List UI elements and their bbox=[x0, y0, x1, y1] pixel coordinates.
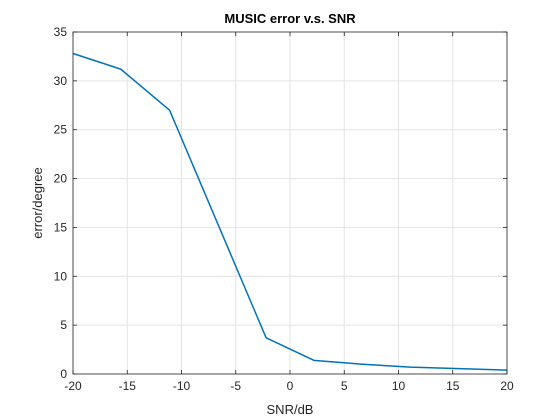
x-tick-label: -5 bbox=[230, 379, 241, 393]
x-tick-label: 15 bbox=[446, 379, 460, 393]
x-tick-label: 5 bbox=[341, 379, 348, 393]
y-tick-label: 5 bbox=[60, 318, 67, 332]
chart-title: MUSIC error v.s. SNR bbox=[224, 11, 356, 26]
y-tick-label: 25 bbox=[54, 123, 68, 137]
x-tick-label: -20 bbox=[64, 379, 82, 393]
series-layer bbox=[72, 52, 508, 371]
ticks: -20 -15 -10 -5 0 5 10 15 20 0 5 10 15 20 25 30 35 bbox=[54, 25, 514, 393]
x-tick-label: 20 bbox=[500, 379, 514, 393]
y-tick-label: 35 bbox=[54, 25, 68, 39]
series-line bbox=[72, 52, 508, 371]
y-tick-label: 10 bbox=[54, 269, 68, 283]
y-tick-label: 15 bbox=[54, 220, 68, 234]
x-tick-label: -15 bbox=[119, 379, 137, 393]
x-tick-label: 10 bbox=[392, 379, 406, 393]
y-tick-label: 20 bbox=[54, 172, 68, 186]
x-tick-label: -10 bbox=[173, 379, 191, 393]
x-tick-label: 0 bbox=[287, 379, 294, 393]
y-tick-label: 30 bbox=[54, 74, 68, 88]
y-tick-label: 0 bbox=[60, 367, 67, 381]
y-axis-label: error/degree bbox=[30, 167, 45, 239]
x-axis-label: SNR/dB bbox=[267, 402, 314, 417]
